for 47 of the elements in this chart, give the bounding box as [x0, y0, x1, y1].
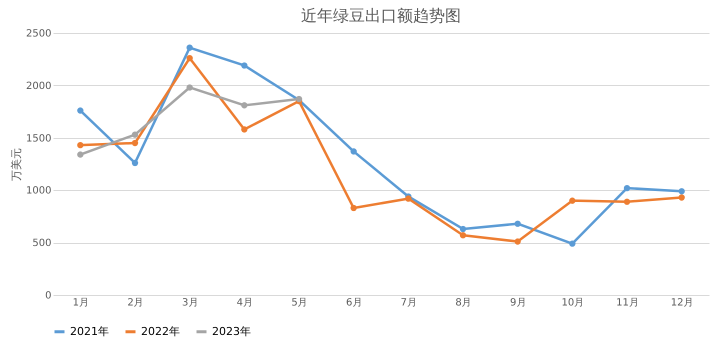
y-tick-label: 500	[32, 238, 52, 250]
point	[132, 140, 138, 146]
x-tick-label: 10月	[561, 298, 584, 308]
point	[241, 62, 248, 69]
point	[514, 220, 521, 227]
y-tick-label: 1500	[26, 133, 52, 144]
point	[514, 238, 521, 245]
point	[186, 54, 193, 62]
x-tick-label: 3月	[182, 298, 198, 308]
point	[132, 160, 138, 166]
point	[350, 204, 357, 212]
x-tick-label: 6月	[346, 298, 362, 308]
point	[350, 148, 357, 155]
point	[678, 194, 685, 201]
x-tick-label: 9月	[510, 298, 526, 308]
point	[77, 151, 84, 158]
point	[77, 107, 84, 114]
legend-label: 2022年	[141, 324, 180, 338]
y-tick-label: 1000	[26, 186, 52, 197]
x-tick-label: 2月	[127, 298, 144, 308]
point	[186, 44, 193, 51]
y-tick-label: 2000	[26, 80, 52, 92]
point	[132, 132, 138, 138]
point	[241, 126, 248, 133]
point	[569, 240, 576, 247]
x-tick-label: 7月	[400, 298, 418, 308]
x-tick-label: 1月	[72, 298, 90, 308]
x-tick-label: 12月	[670, 298, 694, 308]
chart-title: 近年绿豆出口额趋势图	[301, 6, 461, 25]
point	[460, 232, 466, 238]
legend-label: 2023年	[212, 324, 251, 338]
point	[241, 102, 248, 108]
point	[186, 84, 193, 91]
point	[569, 198, 576, 204]
point	[624, 198, 630, 205]
y-axis-title: 万美元	[10, 148, 24, 181]
x-tick-label: 4月	[236, 298, 254, 308]
point	[624, 184, 630, 192]
x-tick-label: 11月	[616, 298, 639, 308]
point	[77, 142, 84, 148]
y-tick-label: 0	[45, 290, 52, 302]
legend-label: 2021年	[70, 324, 109, 338]
point	[678, 188, 685, 194]
point	[460, 226, 466, 232]
x-tick-label: 5月	[291, 298, 308, 308]
x-tick-label: 8月	[455, 298, 472, 308]
y-tick-label: 2500	[26, 28, 52, 40]
